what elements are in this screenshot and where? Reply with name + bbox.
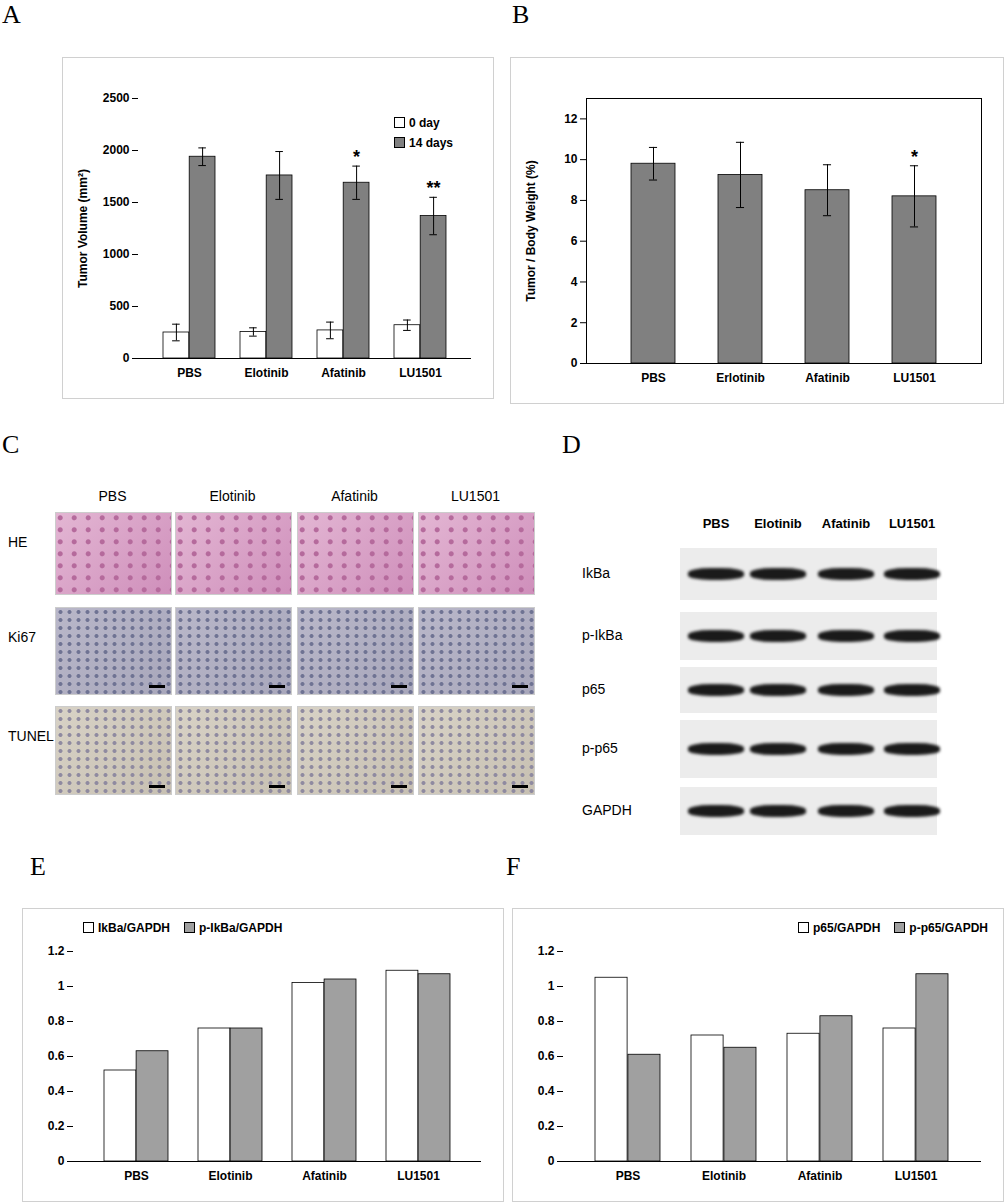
svg-text:Elotinib: Elotinib bbox=[702, 1169, 746, 1183]
svg-text:LU1501: LU1501 bbox=[893, 371, 936, 385]
html-text:F: F bbox=[506, 852, 521, 881]
svg-text:12: 12 bbox=[564, 112, 578, 126]
svg-text:PBS: PBS bbox=[177, 366, 202, 380]
svg-text:0.8: 0.8 bbox=[48, 1014, 65, 1028]
html-text:Afatinib: Afatinib bbox=[331, 488, 378, 504]
html-text:p-p65/GAPDH: p-p65/GAPDH bbox=[909, 921, 988, 935]
html-text:LU1501: LU1501 bbox=[451, 488, 500, 504]
html-text:C: C bbox=[2, 430, 20, 459]
html-text:p65/GAPDH: p65/GAPDH bbox=[813, 921, 881, 935]
html-text:HE: HE bbox=[8, 534, 28, 550]
svg-text:Afatinib: Afatinib bbox=[302, 1169, 347, 1183]
svg-text:6: 6 bbox=[571, 234, 578, 248]
svg-text:LU1501: LU1501 bbox=[397, 1169, 440, 1183]
svg-text:*: * bbox=[911, 147, 918, 167]
svg-text:0: 0 bbox=[58, 1154, 65, 1168]
html-text:p-p65: p-p65 bbox=[582, 740, 618, 756]
svg-text:8: 8 bbox=[571, 193, 578, 207]
svg-text:0: 0 bbox=[571, 356, 578, 370]
html-text:0 day: 0 day bbox=[409, 116, 440, 130]
svg-text:1.2: 1.2 bbox=[538, 944, 555, 958]
svg-text:1000: 1000 bbox=[103, 247, 130, 261]
svg-text:10: 10 bbox=[564, 152, 578, 166]
svg-text:PBS: PBS bbox=[641, 371, 666, 385]
html-text:PBS: PBS bbox=[702, 516, 730, 531]
html-text:D: D bbox=[562, 430, 581, 459]
html-text:GAPDH: GAPDH bbox=[582, 802, 632, 818]
html-text:Ki67: Ki67 bbox=[8, 629, 36, 645]
svg-text:1: 1 bbox=[548, 979, 555, 993]
svg-text:0.4: 0.4 bbox=[48, 1084, 65, 1098]
html-text:PBS: PBS bbox=[98, 488, 127, 504]
html-text:Afatinib: Afatinib bbox=[821, 516, 871, 531]
svg-text:PBS: PBS bbox=[124, 1169, 149, 1183]
svg-text:Afatinib: Afatinib bbox=[805, 371, 850, 385]
html-text:TUNEL: TUNEL bbox=[8, 728, 54, 744]
svg-text:2: 2 bbox=[571, 316, 578, 330]
svg-text:2000: 2000 bbox=[103, 143, 130, 157]
svg-text:0.2: 0.2 bbox=[538, 1119, 555, 1133]
svg-text:0.8: 0.8 bbox=[538, 1014, 555, 1028]
svg-text:0.2: 0.2 bbox=[48, 1119, 65, 1133]
svg-text:2500: 2500 bbox=[103, 91, 130, 105]
svg-text:0.6: 0.6 bbox=[538, 1049, 555, 1063]
svg-text:4: 4 bbox=[571, 275, 578, 289]
svg-text:**: ** bbox=[427, 178, 441, 198]
svg-text:Tumor / Body Weight (%): Tumor / Body Weight (%) bbox=[524, 160, 538, 302]
svg-text:0.4: 0.4 bbox=[538, 1084, 555, 1098]
svg-text:1.2: 1.2 bbox=[48, 944, 65, 958]
svg-text:PBS: PBS bbox=[616, 1169, 641, 1183]
svg-text:Erlotinib: Erlotinib bbox=[716, 371, 765, 385]
html-text:B: B bbox=[512, 0, 530, 29]
svg-text:Elotinib: Elotinib bbox=[209, 1169, 253, 1183]
html-text:A: A bbox=[2, 0, 21, 29]
html-text:Elotinib: Elotinib bbox=[209, 488, 256, 504]
html-text:p-IkBa: p-IkBa bbox=[582, 627, 623, 643]
svg-text:Elotinib: Elotinib bbox=[245, 366, 289, 380]
html-text:IkBa/GAPDH: IkBa/GAPDH bbox=[98, 921, 170, 935]
svg-text:LU1501: LU1501 bbox=[895, 1169, 938, 1183]
html-text:14 days: 14 days bbox=[409, 136, 453, 150]
html-text:p65: p65 bbox=[582, 681, 606, 697]
html-text:E: E bbox=[30, 852, 46, 881]
svg-text:500: 500 bbox=[109, 299, 129, 313]
svg-text:0: 0 bbox=[123, 351, 130, 365]
html-text:Elotinib: Elotinib bbox=[754, 516, 802, 531]
svg-text:Tumor Volume (mm²): Tumor Volume (mm²) bbox=[76, 169, 90, 288]
html-text:p-IkBa/GAPDH: p-IkBa/GAPDH bbox=[199, 921, 283, 935]
svg-text:Afatinib: Afatinib bbox=[321, 366, 366, 380]
html-text:LU1501: LU1501 bbox=[888, 516, 936, 531]
svg-text:1: 1 bbox=[58, 979, 65, 993]
svg-text:Afatinib: Afatinib bbox=[798, 1169, 843, 1183]
svg-text:LU1501: LU1501 bbox=[399, 366, 442, 380]
svg-text:0.6: 0.6 bbox=[48, 1049, 65, 1063]
svg-text:1500: 1500 bbox=[103, 195, 130, 209]
html-text:IkBa: IkBa bbox=[582, 565, 610, 581]
svg-text:0: 0 bbox=[548, 1154, 555, 1168]
svg-text:*: * bbox=[353, 147, 360, 167]
